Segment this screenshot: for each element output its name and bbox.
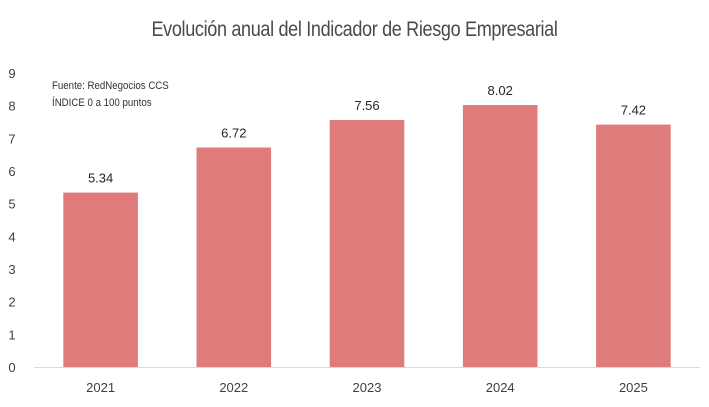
data-label: 5.34: [88, 171, 113, 186]
x-tick-label: 2022: [219, 380, 248, 395]
data-label: 8.02: [488, 83, 513, 98]
y-tick-label: 8: [8, 99, 15, 114]
chart-title: Evolución anual del Indicador de Riesgo …: [151, 18, 558, 41]
x-tick-label: 2024: [486, 380, 515, 395]
scale-note: ÍNDICE 0 a 100 puntos: [52, 97, 152, 109]
y-tick-label: 9: [8, 66, 15, 81]
y-tick-label: 2: [8, 295, 15, 310]
chart-notes: Fuente: RedNegocios CCS ÍNDICE 0 a 100 p…: [52, 78, 169, 112]
y-tick-label: 0: [8, 360, 15, 375]
y-tick-label: 3: [8, 262, 15, 277]
y-tick-label: 1: [8, 327, 15, 342]
source-note: Fuente: RedNegocios CCS: [52, 80, 169, 92]
x-tick-label: 2025: [619, 380, 648, 395]
y-tick-label: 4: [8, 229, 15, 244]
x-tick-label: 2023: [353, 380, 382, 395]
y-tick-label: 5: [8, 197, 15, 212]
data-label: 7.56: [354, 98, 379, 113]
bar: [462, 105, 538, 367]
y-tick-label: 7: [8, 131, 15, 146]
x-tick-label: 2021: [86, 380, 115, 395]
bar: [329, 120, 405, 367]
bar: [63, 192, 138, 367]
bar: [596, 124, 671, 367]
data-label: 7.42: [621, 103, 646, 118]
bar: [196, 147, 272, 367]
y-tick-label: 6: [8, 164, 15, 179]
data-label: 6.72: [221, 125, 246, 140]
